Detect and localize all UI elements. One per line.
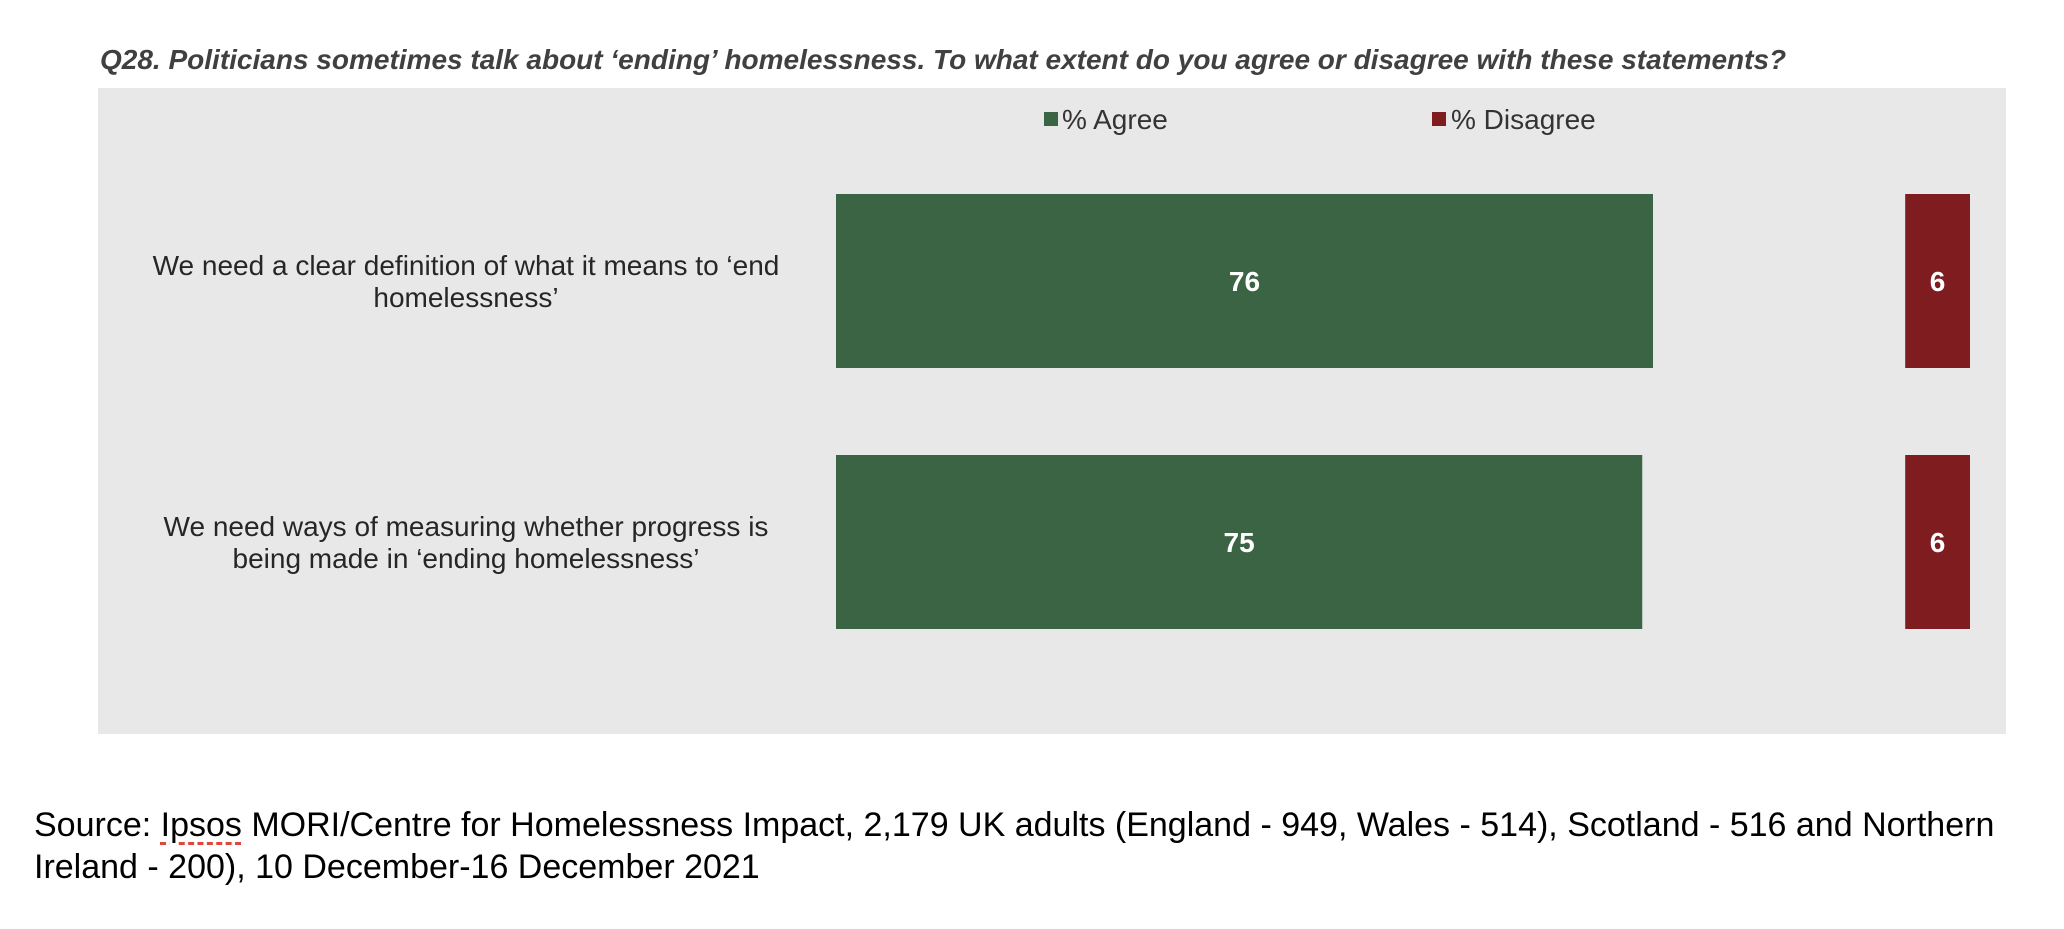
disagree-value-label-2: 6 — [1930, 527, 1946, 558]
source-flagged-word: Ipsos — [160, 806, 242, 844]
agree-bar-1 — [836, 194, 1653, 368]
source-rest: MORI/Centre for Homelessness Impact, 2,1… — [34, 806, 1995, 886]
legend-agree-label: % Agree — [1062, 104, 1168, 135]
legend-agree-swatch — [1044, 112, 1058, 126]
agree-bar-2 — [836, 455, 1643, 629]
category-label-2-line-1: We need ways of measuring whether progre… — [164, 511, 769, 542]
source-note: Source: Ipsos MORI/Centre for Homelessne… — [34, 804, 2024, 888]
bar-chart: % Agree % Disagree We need a clear definit… — [153, 104, 1970, 629]
source-prefix: Source: — [34, 806, 161, 844]
chart-panel: % Agree % Disagree We need a clear definit… — [98, 88, 2006, 734]
disagree-bar-1 — [1905, 194, 1970, 368]
disagree-bar-2 — [1905, 455, 1970, 629]
chart-question-title: Q28. Politicians sometimes talk about ‘e… — [100, 44, 1787, 75]
category-label-1-line-2: homelessness’ — [373, 282, 558, 313]
agree-value-label-1: 76 — [1229, 266, 1260, 297]
agree-value-label-2: 75 — [1224, 527, 1255, 558]
disagree-value-label-1: 6 — [1930, 266, 1946, 297]
category-label-2-line-2: being made in ‘ending homelessness’ — [233, 543, 700, 574]
category-label-1-line-1: We need a clear definition of what it me… — [153, 250, 780, 281]
legend-disagree-swatch — [1432, 112, 1446, 126]
legend-disagree-label: % Disagree — [1451, 104, 1596, 135]
